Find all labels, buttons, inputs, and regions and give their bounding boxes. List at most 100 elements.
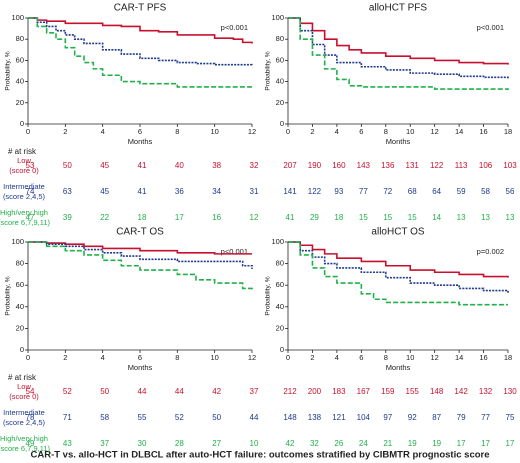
at-risk-count: 45 [100, 161, 109, 170]
x-tick-label: 14 [455, 353, 463, 362]
at-risk-count: 58 [100, 413, 109, 422]
x-tick-label: 2 [310, 353, 314, 362]
at-risk-count: 14 [432, 213, 441, 222]
at-risk-count: 44 [175, 387, 184, 396]
at-risk-count: 44 [250, 413, 259, 422]
at-risk-count: 50 [100, 387, 109, 396]
y-tick-label: 0 [280, 345, 284, 354]
x-tick-label: 12 [430, 127, 438, 136]
at-risk-count: 71 [63, 413, 72, 422]
y-tick-label: 0 [20, 119, 24, 128]
at-risk-count: 75 [506, 413, 515, 422]
x-tick-label: 4 [335, 353, 339, 362]
at-risk-count: 106 [479, 161, 493, 170]
risk-row-label: Low [17, 156, 31, 165]
x-tick-label: 8 [175, 353, 179, 362]
panel-title: alloHCT PFS [369, 3, 427, 14]
x-tick-label: 4 [335, 127, 339, 136]
at-risk-count: 121 [332, 413, 346, 422]
at-risk-count: 63 [63, 187, 72, 196]
at-risk-count: 13 [457, 213, 466, 222]
at-risk-count: 142 [454, 387, 468, 396]
at-risk-count: 16 [212, 213, 221, 222]
at-risk-count: 26 [334, 439, 343, 448]
y-tick-label: 100 [11, 237, 24, 246]
at-risk-count: 167 [357, 387, 371, 396]
at-risk-count: 40 [175, 161, 184, 170]
at-risk-count: 56 [506, 187, 515, 196]
x-axis-label: Months [386, 363, 411, 372]
at-risk-count: 160 [332, 161, 346, 170]
survival-curve [288, 17, 509, 91]
at-risk-count: 190 [308, 161, 322, 170]
x-tick-label: 16 [479, 127, 487, 136]
at-risk-count: 36 [175, 187, 184, 196]
at-risk-count: 32 [250, 161, 259, 170]
risk-row-label: High/very high [0, 208, 48, 217]
x-tick-label: 10 [210, 127, 218, 136]
at-risk-count: 41 [138, 187, 147, 196]
at-risk-count: 37 [250, 387, 259, 396]
x-tick-label: 4 [101, 353, 105, 362]
x-tick-label: 2 [63, 127, 67, 136]
at-risk-count: 50 [212, 413, 221, 422]
at-risk-count: 18 [334, 213, 343, 222]
x-tick-label: 14 [455, 127, 463, 136]
x-tick-label: 2 [310, 127, 314, 136]
survival-curve [288, 17, 509, 79]
at-risk-count: 92 [408, 413, 417, 422]
at-risk-count: 131 [406, 161, 420, 170]
x-tick-label: 6 [359, 127, 363, 136]
y-tick-label: 20 [276, 323, 284, 332]
y-tick-label: 100 [271, 237, 284, 246]
survival-curve [288, 241, 508, 306]
y-tick-label: 60 [276, 280, 284, 289]
y-tick-label: 60 [276, 55, 284, 64]
survival-curve [28, 241, 253, 292]
x-tick-label: 10 [406, 353, 414, 362]
y-tick-label: 20 [16, 98, 24, 107]
survival-curve [28, 17, 253, 66]
risk-row-label: Low [17, 382, 31, 391]
risk-row-sublabel: (score 0) [9, 392, 39, 401]
at-risk-count: 47 [26, 213, 35, 222]
at-risk-count: 18 [138, 213, 147, 222]
y-tick-label: 80 [16, 34, 24, 43]
y-tick-label: 80 [276, 259, 284, 268]
at-risk-count: 200 [308, 387, 322, 396]
at-risk-count: 183 [332, 387, 346, 396]
at-risk-count: 212 [283, 387, 297, 396]
at-risk-count: 30 [138, 439, 147, 448]
at-risk-count: 54 [26, 387, 35, 396]
p-value: p<0.001 [221, 247, 248, 256]
at-risk-count: 87 [432, 413, 441, 422]
at-risk-count: 78 [26, 413, 35, 422]
risk-title: # at risk [8, 373, 37, 382]
at-risk-count: 39 [63, 213, 72, 222]
y-tick-label: 100 [11, 13, 24, 22]
at-risk-count: 17 [481, 439, 490, 448]
survival-curve [28, 241, 252, 255]
at-risk-count: 17 [457, 439, 466, 448]
y-tick-label: 20 [16, 323, 24, 332]
at-risk-count: 143 [357, 161, 371, 170]
at-risk-count: 130 [503, 387, 517, 396]
at-risk-count: 22 [100, 213, 109, 222]
at-risk-count: 21 [383, 439, 392, 448]
p-value: p<0.001 [221, 23, 248, 32]
x-tick-label: 8 [384, 127, 388, 136]
at-risk-count: 15 [408, 213, 417, 222]
at-risk-count: 44 [138, 387, 147, 396]
at-risk-count: 122 [308, 187, 322, 196]
at-risk-count: 17 [506, 439, 515, 448]
at-risk-count: 93 [334, 187, 343, 196]
x-tick-label: 0 [26, 127, 30, 136]
x-tick-label: 18 [504, 353, 512, 362]
at-risk-count: 42 [212, 387, 221, 396]
risk-title: # at risk [8, 147, 37, 156]
y-axis-label: Probability, % [5, 276, 12, 315]
risk-row-label: High/very high [0, 434, 48, 443]
x-tick-label: 8 [384, 353, 388, 362]
at-risk-count: 52 [63, 387, 72, 396]
at-risk-count: 159 [381, 387, 395, 396]
